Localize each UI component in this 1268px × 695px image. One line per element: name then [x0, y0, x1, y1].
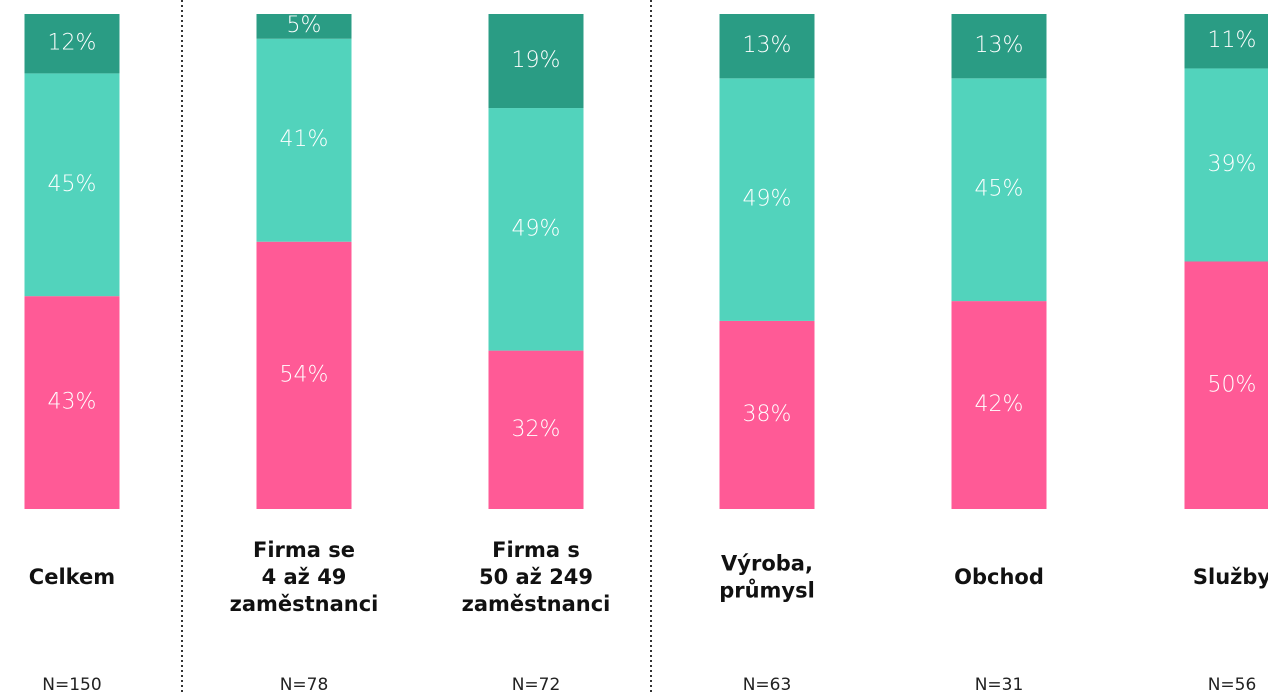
bar-segment	[1184, 68, 1268, 262]
value-label: 54%	[280, 362, 329, 387]
sample-size: N=78	[280, 675, 329, 695]
value-label: 13%	[975, 33, 1024, 58]
value-label: 49%	[743, 187, 792, 212]
category-label: 50 až 249	[479, 565, 593, 589]
value-label: 50%	[1208, 372, 1257, 397]
sample-size: N=63	[743, 675, 792, 695]
bar-segment	[719, 14, 815, 79]
sample-size: N=31	[975, 675, 1024, 695]
bar-segment	[256, 14, 352, 39]
value-label: 39%	[1208, 152, 1257, 177]
category-label: zaměstnanci	[230, 592, 379, 616]
bar-segment	[256, 38, 352, 242]
category-label: průmysl	[719, 579, 815, 603]
bar-segment	[951, 14, 1047, 79]
value-label: 19%	[512, 48, 561, 73]
category-label: Celkem	[29, 565, 115, 589]
sample-size: N=56	[1208, 675, 1257, 695]
value-label: 49%	[512, 216, 561, 241]
value-label: 45%	[48, 172, 97, 197]
category-label: Výroba,	[721, 552, 813, 576]
category-label: 4 až 49	[262, 565, 347, 589]
value-label: 5%	[287, 13, 322, 38]
category-label: Firma se	[253, 538, 355, 562]
value-label: 12%	[48, 31, 97, 56]
bar-segment	[1184, 14, 1268, 69]
bar-segment	[951, 78, 1047, 302]
category-label: Služby	[1193, 565, 1268, 589]
bar-segment	[488, 350, 584, 509]
value-label: 45%	[975, 177, 1024, 202]
bar-segment	[256, 241, 352, 509]
bar-segment	[719, 78, 815, 321]
value-label: 11%	[1208, 28, 1257, 53]
sample-size: N=150	[42, 675, 101, 695]
value-label: 38%	[743, 402, 792, 427]
bar-segment	[24, 14, 120, 74]
value-label: 13%	[743, 33, 792, 58]
bar-segment	[488, 108, 584, 351]
category-label: Obchod	[954, 565, 1044, 589]
value-label: 43%	[48, 390, 97, 415]
category-label: Firma s	[492, 538, 580, 562]
bar-segment	[24, 296, 120, 509]
bar-segment	[1184, 261, 1268, 509]
category-label: zaměstnanci	[462, 592, 611, 616]
value-label: 42%	[975, 392, 1024, 417]
bar-segment	[488, 14, 584, 109]
bar-segment	[719, 320, 815, 509]
value-label: 32%	[512, 417, 561, 442]
bar-segment	[951, 301, 1047, 509]
bar-segment	[24, 73, 120, 297]
sample-size: N=72	[512, 675, 561, 695]
value-label: 41%	[280, 127, 329, 152]
